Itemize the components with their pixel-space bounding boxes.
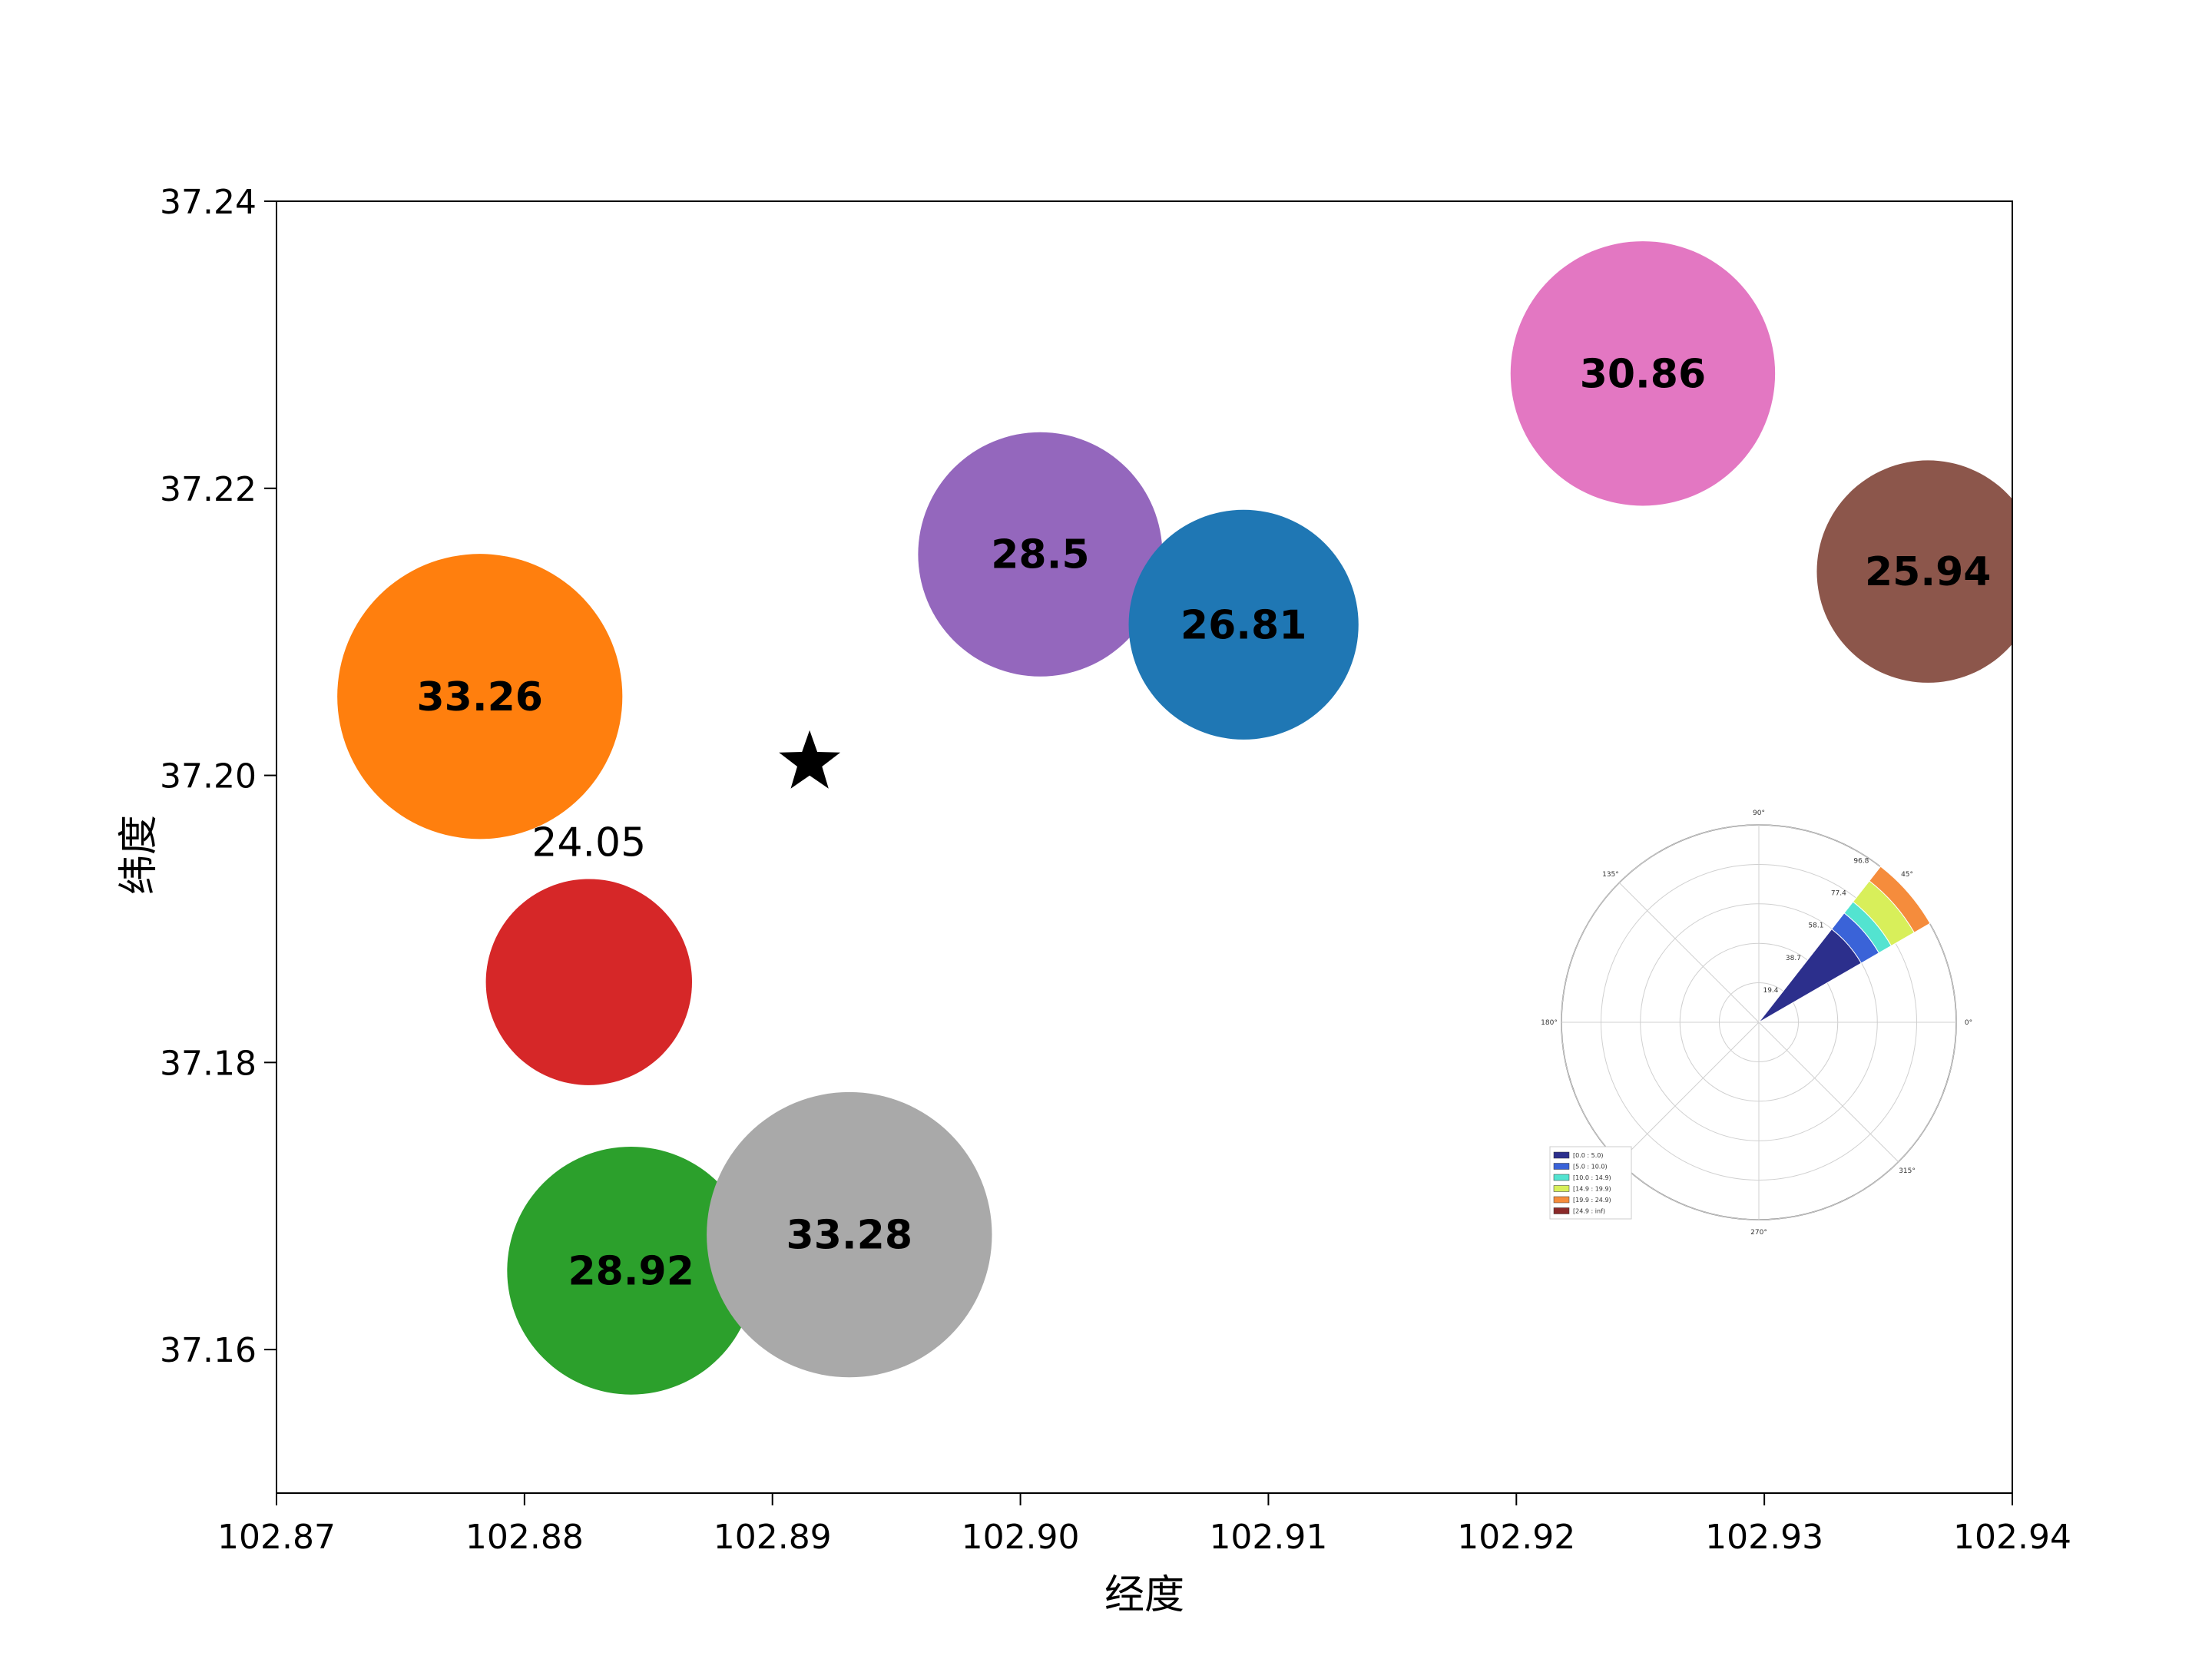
legend-swatch	[1553, 1207, 1570, 1214]
x-tick-label: 102.92	[1457, 1518, 1575, 1557]
bubble-layer	[337, 241, 2012, 1395]
y-tick-label: 37.22	[160, 470, 257, 509]
x-axis-ticks: 102.87 102.88 102.89 102.90 102.91 102.92 102.…	[217, 1493, 2071, 1557]
legend-swatch	[1553, 1196, 1570, 1204]
legend-label: [19.9 : 24.9)	[1573, 1197, 1611, 1204]
y-axis-title: 纬度	[116, 815, 162, 895]
windrose-radial-label: 19.4	[1763, 987, 1778, 995]
legend-label: [5.0 : 10.0)	[1573, 1164, 1608, 1171]
bubble-26.81	[1128, 509, 1359, 740]
bubble-label-26.81: 26.81	[1181, 602, 1306, 648]
bubble-28.92	[507, 1146, 756, 1395]
bubble-33.28	[707, 1091, 992, 1378]
windrose-spoke	[1758, 1022, 1899, 1163]
bubble-label-33.26: 33.26	[417, 674, 543, 720]
windrose-angle-label: 315°	[1899, 1167, 1916, 1175]
x-axis-title: 经度	[1104, 1572, 1184, 1618]
y-axis-ticks: 37.16 37.18 37.20 37.22 37.24	[160, 183, 276, 1370]
bubble-24.05	[485, 879, 692, 1085]
y-tick-label: 37.24	[160, 183, 257, 222]
star-marker	[779, 730, 841, 789]
bubble-25.94	[1816, 460, 2012, 683]
legend-label: [0.0 : 5.0)	[1573, 1152, 1603, 1159]
plot-frame	[276, 200, 2013, 1494]
bubble-28.5	[918, 432, 1163, 677]
windrose-radial-label: 96.8	[1853, 857, 1869, 865]
x-tick-label: 102.87	[217, 1518, 336, 1557]
windrose-legend	[1549, 1146, 1632, 1220]
legend-label: [24.9 : inf)	[1573, 1208, 1605, 1215]
bubble-label-28.5: 28.5	[991, 532, 1089, 578]
bubble-label-28.92: 28.92	[568, 1248, 694, 1294]
x-tick-label: 102.89	[714, 1518, 832, 1557]
legend-swatch	[1553, 1151, 1570, 1159]
windrose-angle-label: 0°	[1965, 1019, 1972, 1027]
windrose-radial-label: 58.1	[1808, 922, 1823, 930]
windrose-spoke	[1618, 1022, 1760, 1163]
legend-swatch	[1553, 1185, 1570, 1192]
bubble-label-24.05: 24.05	[531, 820, 646, 866]
legend-label: [14.9 : 19.9)	[1573, 1186, 1611, 1193]
marker-layer	[779, 730, 841, 789]
x-tick-label: 102.91	[1209, 1518, 1327, 1557]
windrose-radial-label: 77.4	[1831, 890, 1846, 898]
legend-label: [10.0 : 14.9)	[1573, 1174, 1611, 1181]
windrose-angle-label: 180°	[1541, 1019, 1558, 1027]
bubble-33.26	[337, 554, 623, 839]
windrose-spoke	[1618, 882, 1760, 1023]
x-tick-label: 102.93	[1705, 1518, 1823, 1557]
bubble-30.86	[1510, 241, 1776, 506]
y-tick-label: 37.16	[160, 1331, 257, 1370]
bubble-label-33.28: 33.28	[786, 1213, 912, 1259]
windrose-angle-label: 90°	[1753, 810, 1765, 817]
legend-swatch	[1553, 1163, 1570, 1170]
windrose-radial-label: 38.7	[1786, 955, 1801, 962]
windrose-inset: 19.4 38.7 58.1 77.4 96.8 0° 45° 90° 135° 180° 270°…	[1541, 810, 1972, 1237]
windrose-angle-label: 45°	[1901, 871, 1913, 879]
y-tick-label: 37.18	[160, 1044, 257, 1083]
windrose-angle-label: 270°	[1750, 1229, 1767, 1237]
y-tick-label: 37.20	[160, 757, 257, 796]
windrose-bar-4	[1869, 866, 1931, 933]
legend-swatch	[1553, 1174, 1570, 1181]
x-tick-label: 102.88	[465, 1518, 584, 1557]
bubble-label-30.86: 30.86	[1580, 351, 1706, 397]
x-tick-label: 102.90	[962, 1518, 1080, 1557]
windrose-angle-label: 135°	[1602, 871, 1619, 879]
x-tick-label: 102.94	[1953, 1518, 2071, 1557]
bubble-label-25.94: 25.94	[1865, 549, 1991, 595]
